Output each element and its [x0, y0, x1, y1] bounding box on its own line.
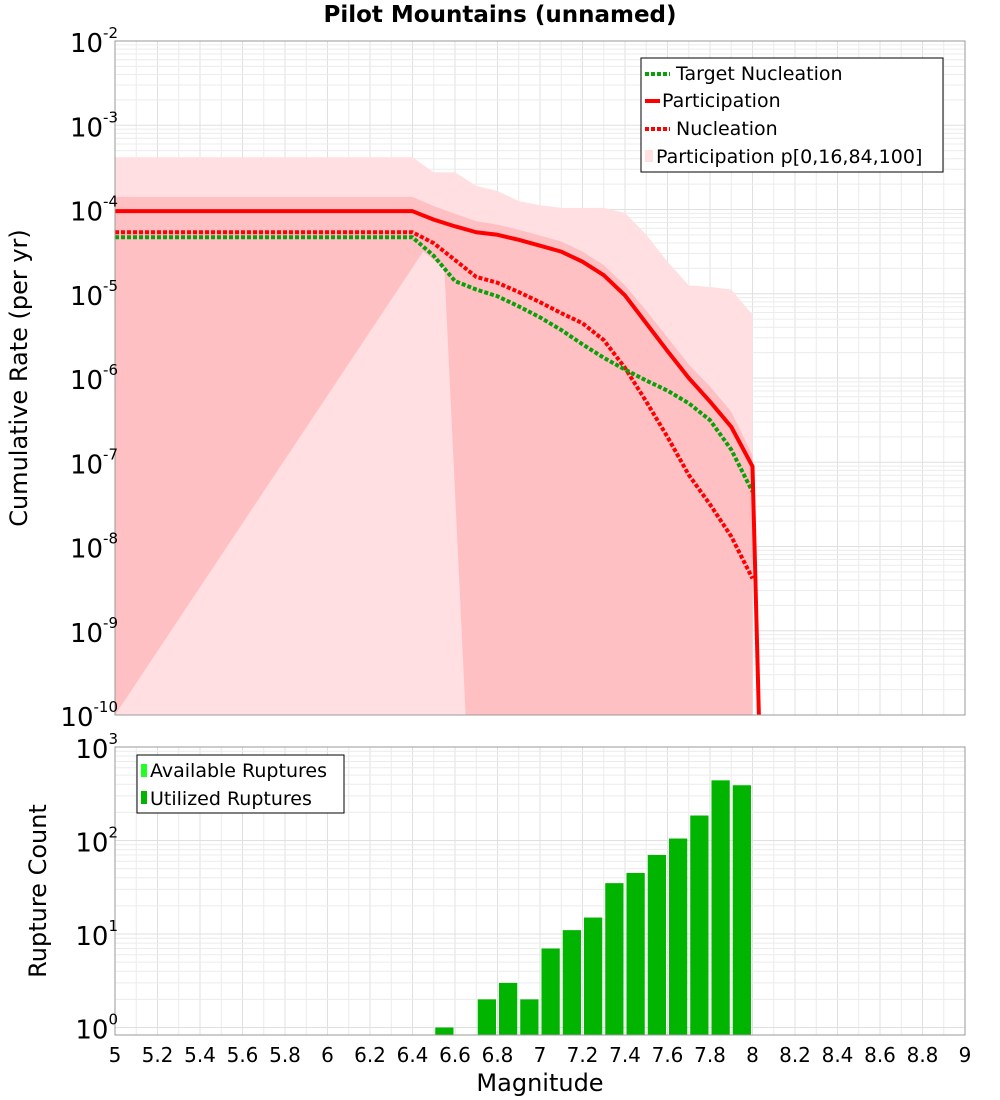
top-legend: Target Nucleation Participation Nucleati… [640, 57, 944, 173]
top-y-axis-label: Cumulative Rate (per yr) [5, 229, 33, 527]
bottom-plot-frame [114, 746, 966, 1036]
y-tick-label: 10-10 [60, 698, 118, 733]
participation-bands [115, 157, 759, 716]
x-tick-label: 7.6 [652, 1043, 684, 1067]
legend-participation: Participation [662, 90, 781, 112]
rupture-count-bar [541, 948, 560, 1035]
x-tick-label: 6.4 [397, 1043, 429, 1067]
legend-available-ruptures: Available Ruptures [150, 760, 327, 782]
rupture-count-bar [732, 785, 751, 1035]
band-p16-p84 [115, 196, 753, 716]
y-tick-label: 100 [75, 1011, 118, 1046]
x-tick-label: 7.8 [694, 1043, 726, 1067]
rupture-count-bar [435, 1027, 454, 1035]
x-tick-label: 5.8 [269, 1043, 301, 1067]
x-tick-label: 9 [959, 1043, 972, 1067]
rupture-count-bar [711, 780, 730, 1035]
rupture-count-bar [690, 815, 709, 1035]
rate-lines [115, 209, 761, 716]
x-tick-label: 8.4 [822, 1043, 854, 1067]
legend-target-nucleation: Target Nucleation [675, 63, 843, 85]
y-tick-label: 103 [75, 730, 118, 765]
rupture-count-bar [520, 999, 539, 1035]
bottom-legend-box [136, 754, 345, 814]
y-tick-label: 101 [75, 917, 118, 952]
x-tick-label: 7.4 [609, 1043, 641, 1067]
y-tick-label: 10-3 [70, 108, 118, 143]
y-tick-label: 10-6 [70, 361, 118, 396]
x-axis-label: Magnitude [476, 1069, 603, 1097]
x-tick-label: 6 [321, 1043, 334, 1067]
y-tick-label: 10-4 [70, 193, 118, 228]
x-tick-label: 6.8 [482, 1043, 514, 1067]
legend-utilized-ruptures: Utilized Ruptures [150, 788, 312, 810]
rupture-count-bar [626, 872, 645, 1035]
bottom-y-axis-label: Rupture Count [24, 804, 52, 978]
legend-participation-band-swatch [645, 150, 653, 162]
participation-line [115, 209, 761, 716]
y-tick-label: 10-9 [70, 614, 118, 649]
rupture-count-bar [605, 883, 624, 1035]
legend-participation-band: Participation p[0,16,84,100] [656, 146, 922, 168]
x-tick-label: 8.8 [907, 1043, 939, 1067]
legend-nucleation: Nucleation [676, 118, 778, 140]
rupture-count-bar [669, 838, 688, 1035]
y-tick-label: 10-2 [70, 24, 118, 59]
y-tick-label: 102 [75, 824, 118, 859]
x-tick-label: 8.6 [864, 1043, 896, 1067]
bottom-y-ticks: 103 102 101 100 [75, 730, 118, 1046]
legend-available-swatch [141, 764, 147, 777]
rupture-count-bars [435, 780, 751, 1035]
x-tick-label: 8 [746, 1043, 759, 1067]
bottom-legend: Available Ruptures Utilized Ruptures [136, 754, 345, 814]
rupture-count-bar [562, 930, 581, 1035]
x-tick-label: 7.2 [567, 1043, 599, 1067]
top-legend-box [640, 57, 944, 173]
rupture-count-bar [584, 917, 603, 1035]
chart-title: Pilot Mountains (unnamed) [323, 2, 676, 28]
target-nucleation-line [115, 235, 755, 493]
top-plot-frame [114, 40, 966, 716]
legend-utilized-swatch [141, 791, 147, 804]
rupture-count-bar [499, 982, 518, 1035]
y-tick-label: 10-5 [70, 277, 118, 312]
nucleation-line [115, 230, 755, 580]
x-tick-label: 5 [109, 1043, 122, 1067]
x-ticks: 5 5.2 5.4 5.6 5.8 6 6.2 6.4 6.6 6.8 7 7.2 7.4 7.6 7.8 8… [109, 1043, 972, 1067]
x-tick-label: 8.2 [779, 1043, 811, 1067]
top-y-ticks: 10-2 10-3 10-4 10-5 10-6 10-7 10-8 10-9 10-10 [60, 24, 118, 733]
x-tick-label: 6.2 [354, 1043, 386, 1067]
x-tick-label: 5.6 [227, 1043, 259, 1067]
rupture-count-bar [477, 999, 496, 1035]
rupture-count-bar [647, 854, 666, 1035]
x-tick-label: 5.2 [142, 1043, 174, 1067]
x-tick-label: 6.6 [439, 1043, 471, 1067]
x-tick-label: 7 [534, 1043, 547, 1067]
y-tick-label: 10-8 [70, 530, 118, 565]
y-tick-label: 10-7 [70, 445, 118, 480]
x-tick-label: 5.4 [184, 1043, 216, 1067]
